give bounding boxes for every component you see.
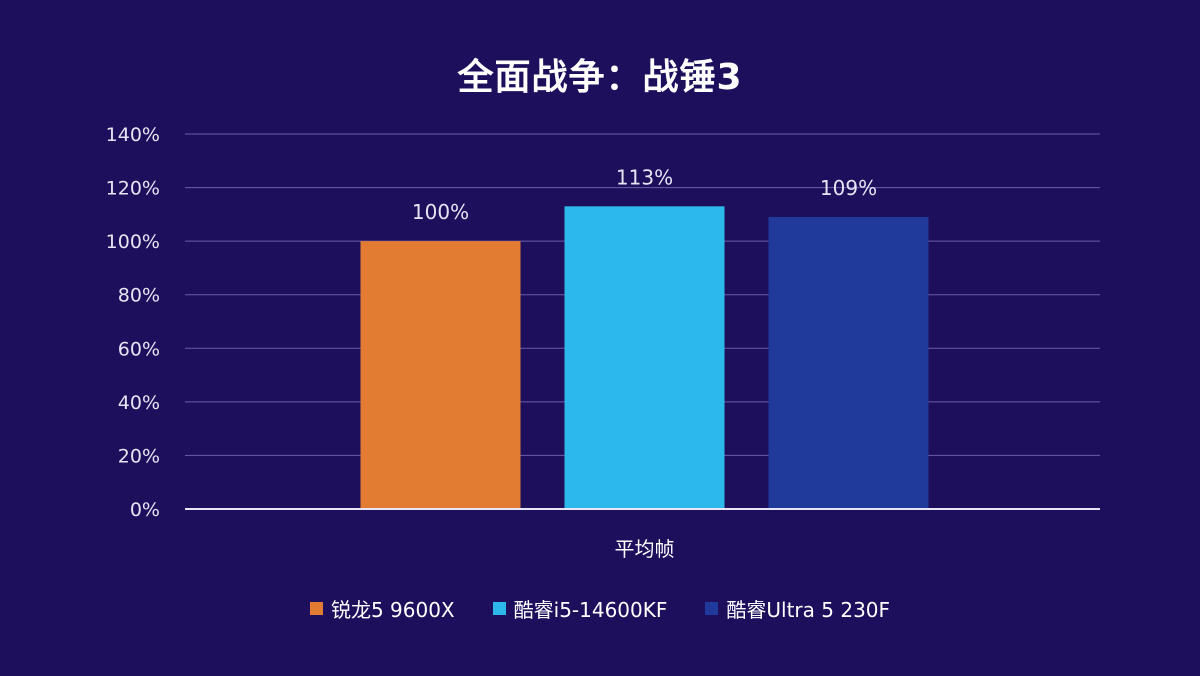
legend-label: 锐龙5 9600X — [330, 598, 455, 622]
legend-label: 酷睿i5-14600KF — [513, 598, 668, 622]
legend-item: 酷睿i5-14600KF — [492, 594, 668, 623]
bar — [360, 241, 521, 509]
legend-item: 锐龙5 9600X — [309, 594, 455, 623]
chart-title: 全面战争：战锤3 — [457, 57, 743, 98]
y-tick-label: 140% — [106, 124, 160, 146]
y-tick-label: 60% — [118, 338, 160, 360]
data-label: 109% — [820, 176, 877, 200]
y-tick-label: 40% — [118, 392, 160, 414]
legend-swatch — [309, 602, 323, 615]
y-tick-label: 20% — [118, 445, 160, 467]
legend-swatch — [705, 602, 719, 615]
data-label: 113% — [616, 165, 673, 189]
x-category-label: 平均帧 — [615, 537, 675, 561]
legend-label: 酷睿Ultra 5 230F — [726, 598, 891, 622]
legend: 锐龙5 9600X 酷睿i5-14600KF 酷睿Ultra 5 230F — [0, 594, 1200, 623]
legend-item: 酷睿Ultra 5 230F — [705, 594, 890, 623]
y-tick-label: 80% — [118, 285, 160, 307]
y-tick-label: 0% — [130, 499, 160, 521]
data-label: 100% — [412, 200, 469, 224]
bar — [564, 206, 725, 510]
bar — [768, 217, 929, 510]
y-tick-label: 100% — [106, 231, 160, 253]
y-tick-label: 120% — [106, 178, 160, 200]
data-labels: 100% 113% 109% — [412, 165, 877, 224]
x-axis: 平均帧 — [185, 508, 1100, 561]
legend-swatch — [492, 602, 506, 615]
bars — [360, 206, 929, 510]
y-axis-ticks: 0% 20% 40% 60% 80% 100% 120% 140% — [106, 124, 160, 521]
